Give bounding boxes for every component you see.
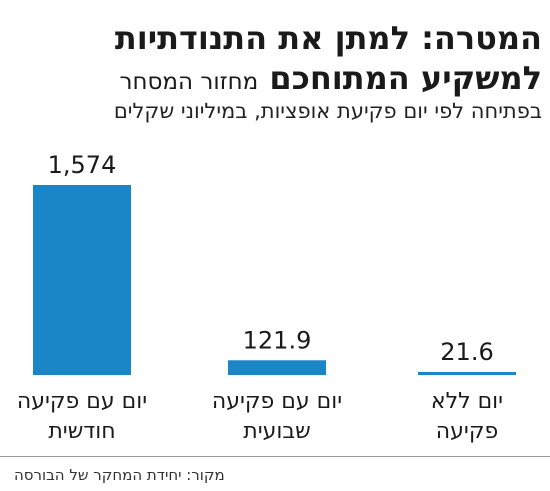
- chart-title: המטרה: למתן את התנודתיות: [114, 19, 542, 57]
- category-label-1-line-2: חודשית: [48, 419, 115, 444]
- chart-title-line2: למשקיע המתוחכם מחזור המסחר: [120, 62, 543, 94]
- category-label-2-line-2: שבועית: [243, 419, 310, 444]
- chart-subtitle: בפתיחה לפי יום פקיעת אופציות, במיליוני ש…: [113, 99, 542, 123]
- source-note: מקור: יחידת המחקר של הבורסה: [14, 466, 225, 484]
- value-label-2: 121.9: [243, 326, 312, 354]
- chart-title-regular: מחזור המסחר: [119, 69, 259, 95]
- value-label-3: 21.6: [440, 338, 493, 366]
- category-label-2-line-1: יום עם פקיעה: [212, 389, 342, 414]
- category-label-3-line-2: פקיעה: [436, 419, 498, 444]
- category-label-3-line-1: יום ללא: [431, 389, 503, 414]
- bar-1: [33, 185, 131, 375]
- bar-3: [418, 372, 516, 375]
- category-label-1-line-1: יום עם פקיעה: [17, 389, 147, 414]
- source-divider: [0, 456, 550, 457]
- chart-title-bold: למשקיע המתוחכם: [269, 59, 542, 97]
- bar-2: [228, 360, 326, 375]
- value-label-1: 1,574: [48, 151, 117, 179]
